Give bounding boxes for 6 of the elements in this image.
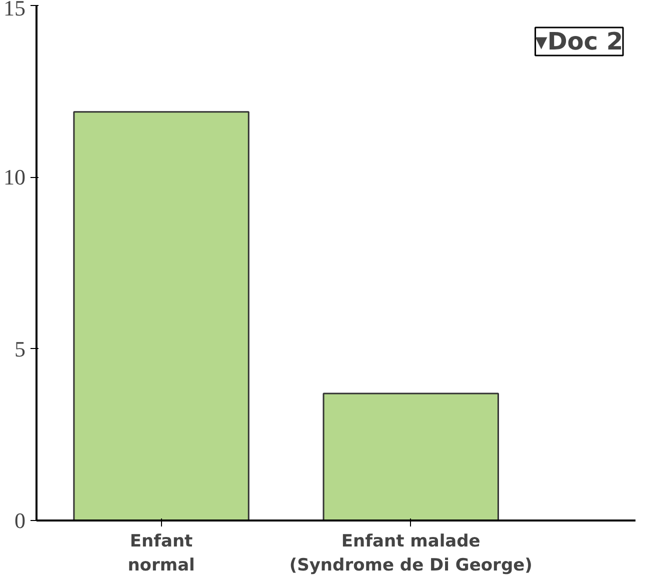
y-tick-label: 15: [4, 0, 26, 20]
x-tick-label: Enfant normal: [128, 532, 195, 576]
y-tick-label: 5: [14, 336, 26, 362]
y-tick-label: 10: [4, 164, 26, 190]
x-tick-label: Enfant malade (Syndrome de Di George): [289, 532, 532, 576]
y-tick-label: 0: [14, 508, 26, 533]
